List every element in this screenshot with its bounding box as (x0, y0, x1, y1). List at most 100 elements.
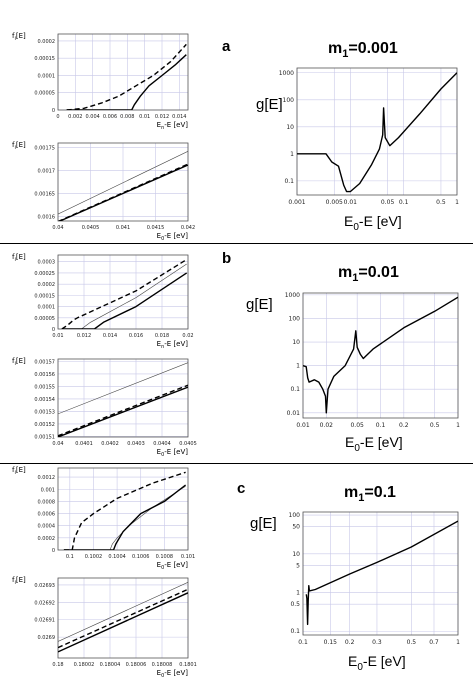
y-tick-label: 1 (296, 590, 300, 597)
y-tick-label: 0.0003 (38, 260, 56, 266)
chart-b-top: 0.01 0.012 0.014 0.016 0.018 0.02 0 0.00005 0.00… (12, 253, 194, 350)
x-tick-label: 0.041 (116, 225, 130, 231)
x-axis-label: En-E [eV] (157, 121, 189, 131)
y-tick-label: 0.00152 (34, 422, 55, 428)
x-tick-label: 0.0415 (147, 225, 165, 231)
y-tick-label: 0 (52, 108, 55, 114)
y-axis-label: fi[E] (12, 141, 26, 151)
x-tick-label: 0.1801 (179, 662, 197, 668)
x-tick-label: 0.1006 (132, 554, 150, 560)
plot-frame (57, 33, 189, 111)
separator-line (0, 463, 473, 464)
y-tick-label: 0.0006 (38, 512, 56, 518)
x-tick-label: 0.5 (430, 422, 440, 429)
y-tick-label: 50 (292, 524, 300, 531)
y-tick-label: 100 (289, 315, 301, 322)
x-tick-label: 0.018 (155, 333, 169, 339)
y-axis-label: fi[E] (12, 466, 26, 476)
series-line-solid (58, 164, 188, 221)
x-tick-label: 0.042 (181, 225, 195, 231)
y-tick-label: 0.00154 (34, 397, 55, 403)
series-line-solid (305, 520, 458, 626)
series-line-dashed (58, 588, 188, 649)
series-line-dashed (61, 258, 188, 329)
x-tick-label: 0.004 (86, 114, 100, 120)
x-tick-label: 0.012 (155, 114, 169, 120)
y-axis-label: fi[E] (12, 357, 26, 367)
y-axis-label: fi[E] (12, 576, 26, 586)
plot-frame (57, 467, 189, 551)
series-line-dashed (58, 384, 188, 437)
y-tick-label: 5 (296, 562, 300, 569)
series-line-solid (58, 592, 188, 653)
series-line-thin (58, 151, 188, 215)
x-tick-label: 0.1 (66, 554, 74, 560)
y-tick-label: 0.00156 (34, 372, 55, 378)
x-tick-label: 0.0405 (179, 441, 197, 447)
y-tick-label: 0 (52, 327, 55, 333)
y-tick-label: 1 (296, 363, 300, 370)
series-line-solid (61, 272, 188, 329)
y-tick-label: 0.0002 (38, 39, 56, 45)
x-tick-label: 0.006 (103, 114, 117, 120)
y-axis-label-b: g[E] (246, 296, 273, 313)
y-tick-label: 100 (283, 97, 295, 104)
x-tick-label: 0.02 (182, 333, 193, 339)
y-axis-label-c: g[E] (250, 515, 277, 532)
x-axis-label: E0-E [eV] (157, 669, 189, 679)
x-tick-label: 0.04 (52, 225, 63, 231)
x-tick-label: 0.1 (399, 199, 409, 206)
panel-label-a: a (222, 38, 231, 55)
x-tick-label: 0.012 (77, 333, 91, 339)
x-tick-label: 0.18 (52, 662, 63, 668)
series-line-thin (109, 485, 186, 550)
plot-frame (57, 142, 189, 222)
y-tick-label: 0.001 (41, 487, 55, 493)
y-tick-label: 10 (292, 551, 300, 558)
plot-frame (57, 358, 189, 438)
x-tick-label: 0.05 (350, 422, 364, 429)
x-tick-label: 0.1008 (156, 554, 174, 560)
y-tick-label: 0.0008 (38, 499, 56, 505)
y-tick-label: 0.0012 (38, 475, 56, 481)
chart-a-bottom: 0.04 0.0405 0.041 0.0415 0.042 0.0016 0.00165 0… (12, 141, 195, 242)
x-axis-label-c: E0-E [eV] (348, 653, 406, 673)
series-line-dashed (66, 43, 187, 110)
y-tick-label: 0.00025 (34, 271, 55, 277)
x-tick-label: 0.1 (298, 639, 308, 646)
x-tick-label: 0.01 (296, 422, 310, 429)
x-tick-label: 0.2 (399, 422, 409, 429)
series-line-solid (58, 386, 188, 437)
y-tick-label: 1000 (279, 70, 294, 77)
x-tick-label: 0.01 (52, 333, 63, 339)
x-tick-label: 0.5 (407, 639, 417, 646)
y-tick-label: 0.0004 (38, 524, 56, 530)
x-axis-label: E0-E [eV] (157, 448, 189, 458)
x-tick-label: 0.014 (103, 333, 117, 339)
plot-frame (57, 577, 189, 659)
x-tick-label: 0.04 (52, 441, 63, 447)
y-tick-label: 0.01 (287, 410, 301, 417)
chart-c-main: 0.1 0.15 0.2 0.3 0.5 0.7 1 0.1 0.5 1 5 10 50 100 (289, 511, 460, 646)
x-tick-label: 0.001 (288, 199, 305, 206)
chart-a-main: 0.001 0.005 0.01 0.05 0.1 0.5 1 0.1 1 10 100 1000 (279, 67, 459, 206)
x-tick-label: 0.0404 (153, 441, 171, 447)
chart-c-top: 0.1 0.1002 0.1004 0.1006 0.1008 0.101 0 0.0002 0… (12, 466, 195, 571)
x-tick-label: 1 (456, 639, 460, 646)
plot-frame (57, 254, 189, 330)
x-tick-label: 0.005 (326, 199, 343, 206)
separator-line (0, 243, 473, 244)
y-tick-label: 0.00151 (34, 434, 55, 440)
plot-frame (302, 292, 459, 419)
x-tick-label: 0.5 (436, 199, 446, 206)
series-line-solid (66, 54, 187, 110)
y-tick-label: 0.00157 (34, 359, 55, 365)
x-tick-label: 0.0402 (101, 441, 119, 447)
plot-frame (302, 511, 459, 636)
x-tick-label: 0.01 (139, 114, 150, 120)
series-line-thin (58, 362, 188, 415)
x-axis-label-b: E0-E [eV] (345, 434, 403, 454)
y-tick-label: 0.02691 (34, 618, 55, 624)
y-axis-label: fi[E] (12, 253, 26, 263)
chart-a-top: 0 0.002 0.004 0.006 0.008 0.01 0.012 0.014 0 0.00… (12, 32, 189, 131)
